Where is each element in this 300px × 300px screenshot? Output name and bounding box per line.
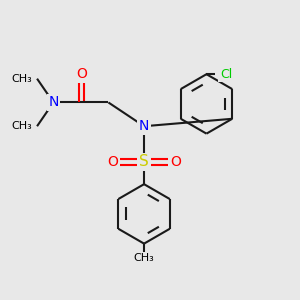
Text: S: S xyxy=(139,154,149,169)
Text: O: O xyxy=(107,155,118,169)
Text: O: O xyxy=(76,67,87,81)
Text: CH₃: CH₃ xyxy=(12,74,33,84)
Text: N: N xyxy=(139,119,149,133)
Text: CH₃: CH₃ xyxy=(12,121,33,131)
Text: Cl: Cl xyxy=(220,68,232,81)
Text: CH₃: CH₃ xyxy=(134,254,154,263)
Text: O: O xyxy=(170,155,181,169)
Text: N: N xyxy=(48,95,59,110)
